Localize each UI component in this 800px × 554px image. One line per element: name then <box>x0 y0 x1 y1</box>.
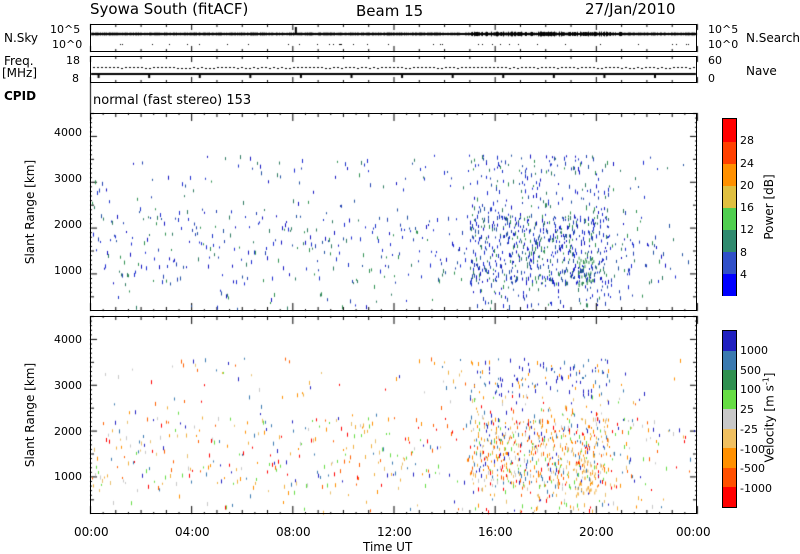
cpid-text: normal (fast stereo) 153 <box>93 93 252 108</box>
velocity-ytick-1000: 1000 <box>54 470 82 483</box>
velocity-colorbar-segment <box>723 370 736 391</box>
velocity-colorbar-tick: 1000 <box>740 343 768 357</box>
sky-tick-bottom: 10^0 <box>52 38 83 51</box>
xtick-1200: 12:00 <box>377 525 412 539</box>
freq-tick-bottom: 8 <box>72 72 79 85</box>
velocity-colorbar-tick: -1000 <box>740 482 772 496</box>
velocity-colorbar-segment <box>723 331 736 352</box>
power-colorbar-tick: 4 <box>740 267 747 281</box>
search-tick-top: 10^5 <box>708 23 739 36</box>
velocity-colorbar-tick: -100 <box>740 442 765 456</box>
velocity-ytick-4000: 4000 <box>54 333 82 346</box>
sky-tick-top: 10^5 <box>50 23 81 36</box>
xtick-0000-end: 00:00 <box>676 525 711 539</box>
power-colorbar-tick: 20 <box>740 178 754 192</box>
power-colorbar <box>722 118 737 296</box>
search-tick-bottom: 10^0 <box>708 38 739 51</box>
velocity-colorbar-tick: 25 <box>740 403 754 417</box>
power-colorbar-segment <box>723 229 736 252</box>
velocity-colorbar-tick: -25 <box>740 422 758 436</box>
power-colorbar-tick: 16 <box>740 201 754 214</box>
station-title: Syowa South (fitACF) <box>90 0 249 18</box>
velocity-colorbar-tick: 500 <box>740 363 761 377</box>
power-colorbar-segment <box>723 119 736 142</box>
freq-label: Freq. <box>4 54 34 68</box>
velocity-ylabel: Slant Range [km] <box>23 362 37 468</box>
beam-title: Beam 15 <box>356 2 424 20</box>
cpid-label: CPID <box>4 89 37 103</box>
freq-tick-top: 18 <box>66 54 80 67</box>
velocity-ytick-2000: 2000 <box>54 425 82 438</box>
freq-unit-label: [MHz] <box>2 66 38 80</box>
power-ytick-4000: 4000 <box>54 126 82 139</box>
power-colorbar-segment <box>723 141 736 164</box>
power-colorbar-tick: 8 <box>740 245 747 259</box>
xtick-0000: 00:00 <box>74 525 109 539</box>
velocity-colorbar-segment <box>723 487 736 508</box>
nsky-label: N.Sky <box>4 31 39 45</box>
nave-label: Nave <box>746 64 777 78</box>
xtick-0400: 04:00 <box>175 525 210 539</box>
power-colorbar-segment <box>723 207 736 230</box>
xlabel: Time UT <box>363 540 413 554</box>
velocity-ytick-3000: 3000 <box>54 379 82 392</box>
velocity-colorbar-tick: -500 <box>740 462 765 476</box>
power-colorbar-label: Power [dB] <box>762 174 776 240</box>
velocity-colorbar-segment <box>723 467 736 488</box>
date-title: 27/Jan/2010 <box>585 0 676 18</box>
status-panel-freq <box>90 56 697 83</box>
power-colorbar-segment <box>723 163 736 186</box>
velocity-colorbar <box>722 330 737 508</box>
power-ylabel: Slant Range [km] <box>23 159 37 265</box>
velocity-colorbar-tick: 100 <box>740 383 761 397</box>
velocity-colorbar-segment <box>723 389 736 410</box>
xtick-0800: 08:00 <box>276 525 311 539</box>
power-colorbar-segment <box>723 185 736 208</box>
velocity-colorbar-label: Velocity [m s-1] <box>761 372 777 463</box>
nsearch-label: N.Search <box>746 31 800 45</box>
velocity-panel <box>90 316 697 514</box>
power-ytick-3000: 3000 <box>54 172 82 185</box>
power-colorbar-tick: 12 <box>740 223 754 237</box>
power-panel <box>90 113 697 311</box>
power-ytick-2000: 2000 <box>54 218 82 231</box>
power-colorbar-tick: 24 <box>740 156 754 170</box>
velocity-colorbar-segment <box>723 448 736 469</box>
nave-tick-top: 60 <box>708 54 722 67</box>
power-colorbar-segment <box>723 251 736 274</box>
power-ytick-1000: 1000 <box>54 264 82 277</box>
velocity-colorbar-segment <box>723 428 736 449</box>
velocity-colorbar-segment <box>723 350 736 371</box>
velocity-colorbar-segment <box>723 409 736 430</box>
xtick-1600: 16:00 <box>478 525 513 539</box>
status-panel-nsky <box>90 24 697 52</box>
power-colorbar-segment <box>723 273 736 296</box>
power-colorbar-tick: 28 <box>740 134 754 148</box>
xtick-2000: 20:00 <box>579 525 614 539</box>
nave-tick-bottom: 0 <box>708 72 715 85</box>
